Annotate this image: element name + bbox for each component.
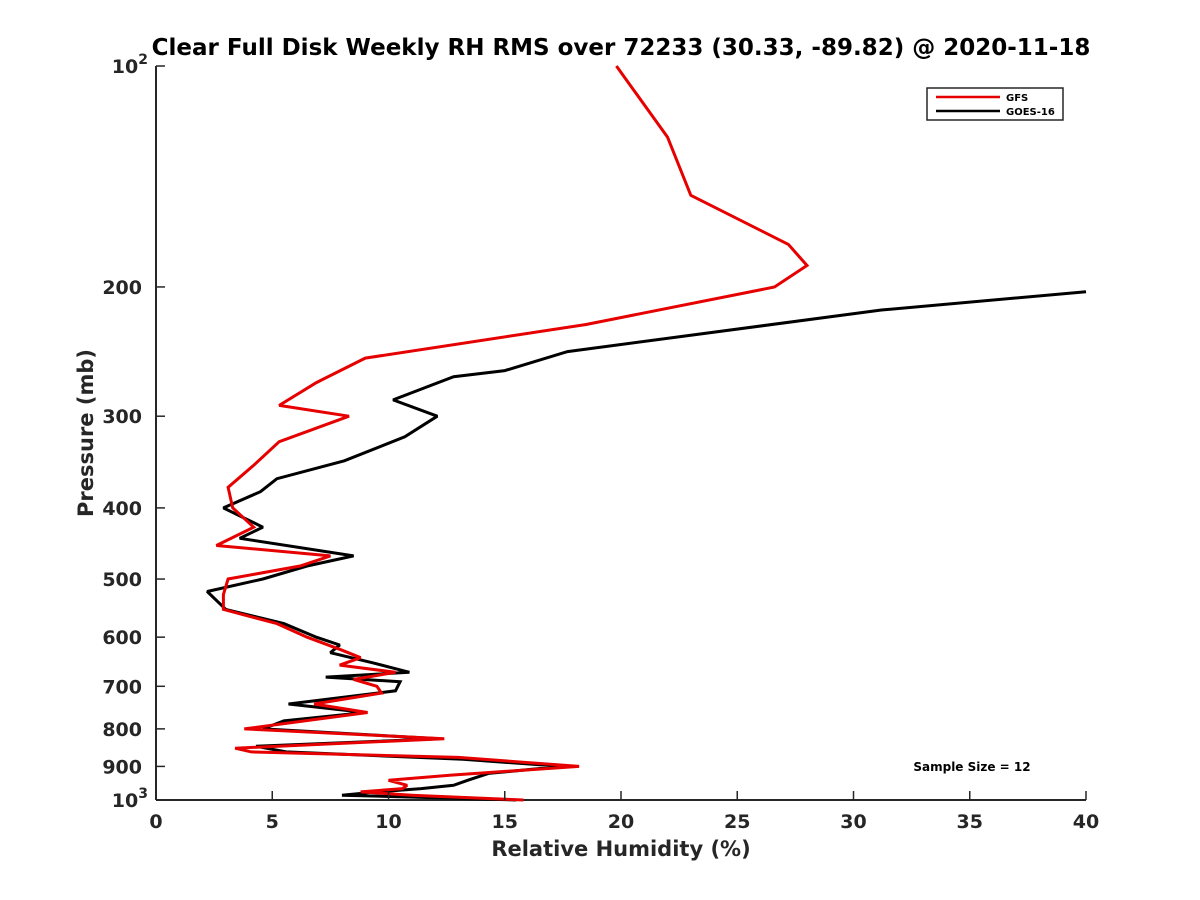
x-tick-label: 15 — [492, 811, 518, 833]
series-layer — [206, 65, 1087, 802]
y-tick-label: 800 — [102, 719, 142, 741]
y-tick-label: 500 — [102, 569, 142, 591]
y-tick-label: 900 — [102, 756, 142, 778]
legend-box — [926, 87, 1064, 121]
x-axis-label: Relative Humidity (%) — [491, 837, 750, 861]
sample-size-annotation: Sample Size = 12 — [913, 760, 1030, 774]
y-axis-label: Pressure (mb) — [74, 349, 98, 517]
x-tick-label: 30 — [840, 811, 866, 833]
y-tick-label: 200 — [102, 277, 142, 299]
legend-label-goes-16: GOES-16 — [1006, 107, 1055, 118]
legend-label-gfs: GFS — [1006, 93, 1028, 104]
x-tick-label: 35 — [957, 811, 983, 833]
y-tick-label: 600 — [102, 627, 142, 649]
x-tick-label: 20 — [608, 811, 634, 833]
x-tick-label: 10 — [375, 811, 401, 833]
y-tick-label: 400 — [102, 498, 142, 520]
x-tick-label: 25 — [724, 811, 750, 833]
chart-title: Clear Full Disk Weekly RH RMS over 72233… — [152, 35, 1091, 61]
legend: GFS GOES-16 — [926, 87, 1064, 121]
series-line-gfs — [215, 65, 810, 802]
x-tick-label: 40 — [1073, 811, 1099, 833]
y-tick-label: 103 — [112, 786, 148, 812]
y-tick-label: 300 — [102, 406, 142, 428]
x-tick-label: 0 — [149, 811, 162, 833]
y-tick-label: 102 — [112, 52, 148, 78]
y-tick-label: 700 — [102, 676, 142, 698]
tick-layer: 0 5 10 15 20 25 30 35 40 102 200 300 400 500 600 700 800… — [102, 52, 1099, 833]
x-tick-label: 5 — [266, 811, 279, 833]
